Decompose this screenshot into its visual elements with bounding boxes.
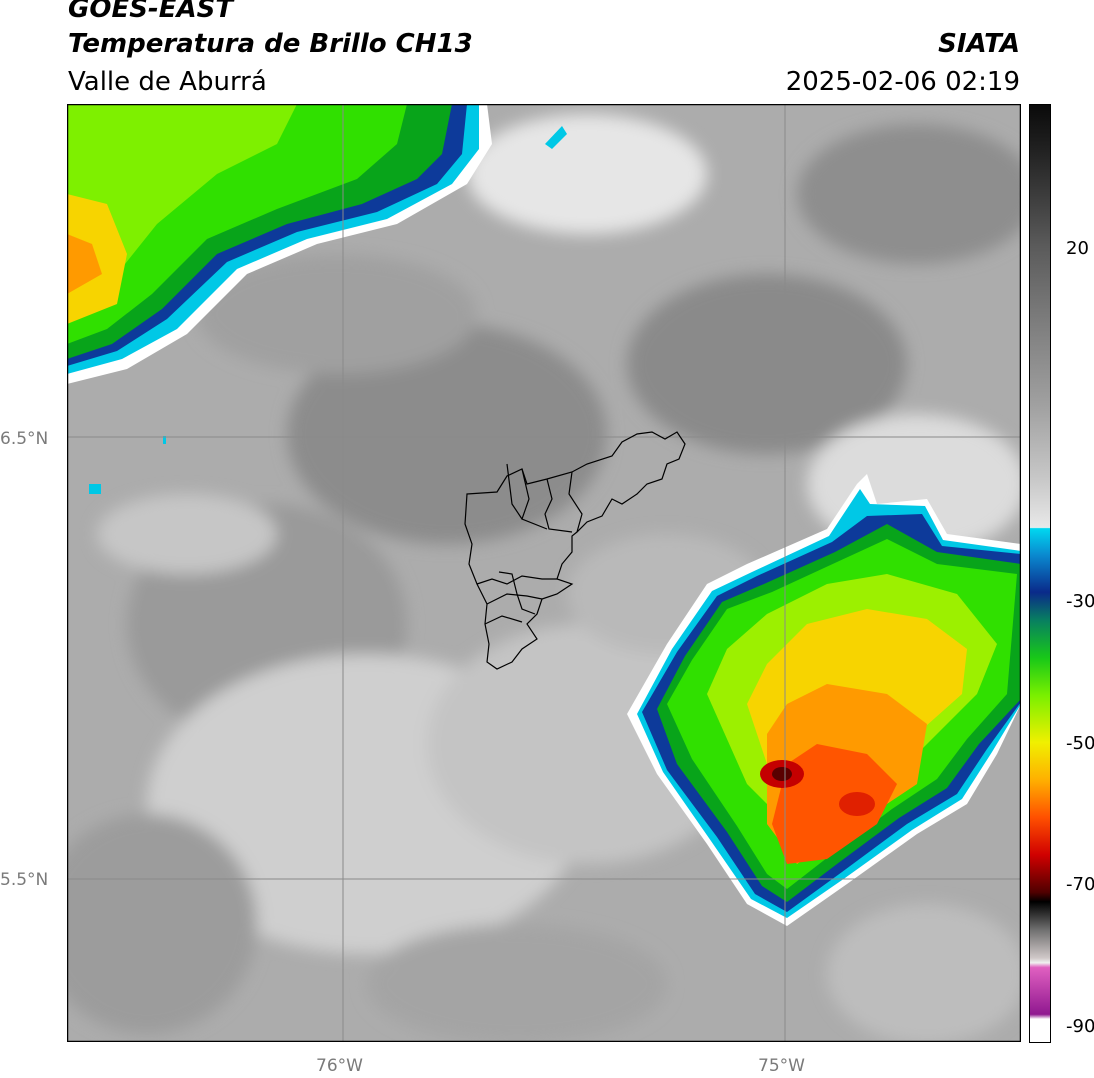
colorbar-tick-20: 20 (1066, 238, 1089, 259)
speck-cyan-3 (163, 436, 166, 444)
colorbar-tick-minus70: -70 (1066, 874, 1094, 895)
lat-label-5-5: 5.5°N (0, 870, 49, 890)
speck-cyan (545, 126, 567, 149)
graticule (67, 104, 1021, 1042)
colorbar (1029, 104, 1051, 1043)
region-subtitle: Valle de Aburrá (68, 67, 267, 97)
satellite-map (67, 104, 1021, 1042)
valle-aburra-boundaries (464, 431, 686, 670)
product-title: Temperatura de Brillo CH13 (68, 29, 473, 59)
speck-cyan-2 (89, 484, 101, 494)
colorbar-tick-minus30: -30 (1066, 591, 1094, 612)
colorbar-tick-minus50: -50 (1066, 733, 1094, 754)
satellite-title: GOES-EAST (68, 0, 234, 24)
cloud-texture (67, 114, 1021, 1042)
colorbar-tick-minus90: -90 (1066, 1016, 1094, 1037)
cloud-top-northwest (67, 104, 492, 384)
map-frame (67, 104, 1021, 1042)
cloud-top-southeast (627, 474, 1021, 926)
lon-label-75w: 75°W (758, 1056, 805, 1076)
lon-label-76w: 76°W (316, 1056, 363, 1076)
organization-label: SIATA (938, 29, 1020, 59)
timestamp-label: 2025-02-06 02:19 (785, 67, 1020, 97)
lat-label-6-5: 6.5°N (0, 429, 49, 449)
